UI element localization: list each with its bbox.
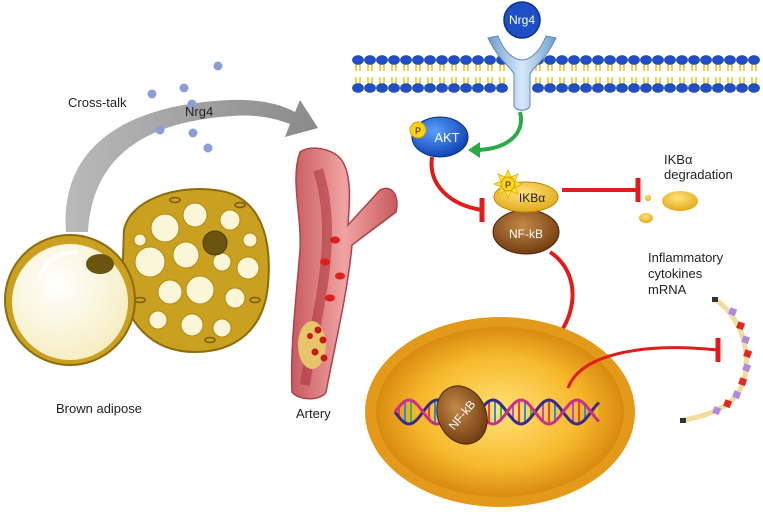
- ikba-degradation-label-1: IKBα: [664, 152, 693, 167]
- phosphate-icon: [409, 121, 427, 139]
- inhibition-arrow-icon: [429, 156, 485, 222]
- plaque: [298, 321, 328, 369]
- nfkb-nucleus-protein: [436, 385, 488, 445]
- cross-talk-label: Cross-talk: [68, 95, 127, 110]
- brown-adipose-cells: [4, 188, 270, 366]
- nrg4-receptor-label: Nrg4: [509, 13, 535, 27]
- ikba-nfkb-complex: [492, 168, 560, 255]
- akt-phosphate-label: P: [415, 126, 421, 136]
- cytokines-label-2: cytokines: [648, 266, 703, 281]
- akt-protein: [409, 116, 469, 158]
- ikba-phosphate-label: P: [505, 180, 511, 190]
- inhibition-arrow-icon: [562, 178, 641, 202]
- cell-membrane: [352, 55, 760, 93]
- cytokines-label-3: mRNA: [648, 282, 687, 297]
- phosphate-icon: [500, 176, 516, 192]
- cytokines-label-1: Inflammatory: [648, 250, 724, 265]
- nrg4-particles: [147, 61, 223, 153]
- nrg4-free-label: Nrg4: [185, 104, 213, 119]
- inhibition-arrow-icon: [566, 338, 721, 389]
- degraded-ikba-fragments: [639, 191, 698, 223]
- artery-label: Artery: [296, 406, 331, 421]
- akt-label: AKT: [434, 130, 459, 145]
- mrna-strand-icon: [680, 297, 753, 423]
- ikba-label: IKBα: [519, 191, 545, 205]
- artery: [290, 147, 398, 400]
- activation-arrow-icon: [468, 111, 524, 158]
- cross-talk-arrow: [65, 99, 319, 233]
- brown-adipose-label: Brown adipose: [56, 401, 142, 416]
- nrg4-receptor: [487, 1, 557, 111]
- nfkb-cytoplasm-label: NF-kB: [509, 227, 543, 241]
- ikba-degradation-label-2: degradation: [664, 167, 733, 182]
